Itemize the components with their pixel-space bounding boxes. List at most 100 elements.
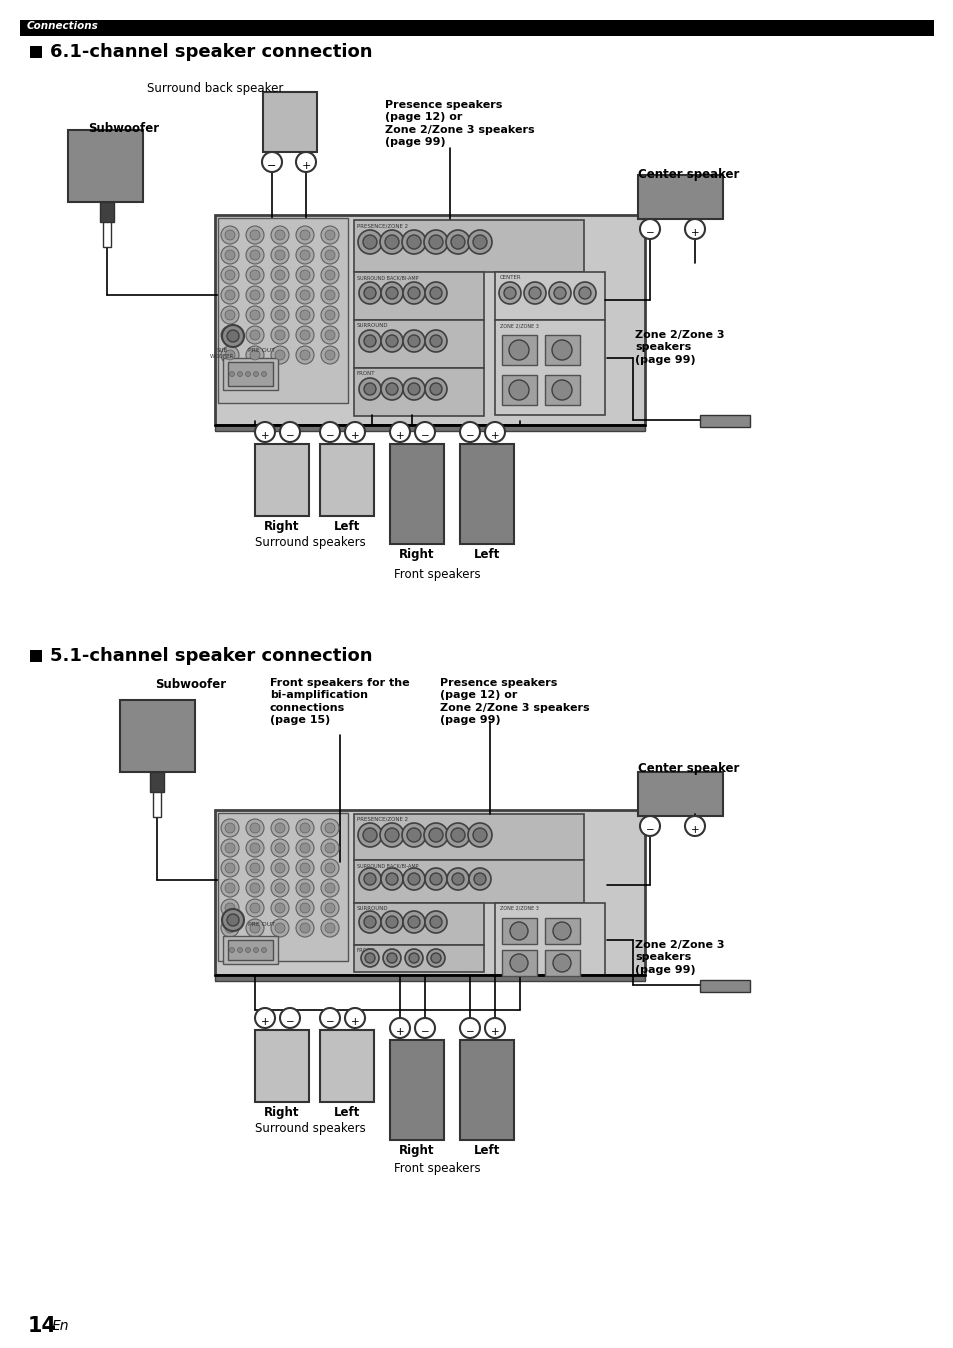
- Bar: [390, 443, 443, 545]
- Circle shape: [280, 1008, 299, 1029]
- Circle shape: [222, 325, 244, 346]
- Bar: [354, 368, 483, 417]
- Bar: [459, 443, 514, 545]
- Circle shape: [299, 842, 310, 853]
- Circle shape: [225, 350, 234, 360]
- Circle shape: [320, 859, 338, 878]
- Circle shape: [295, 266, 314, 284]
- Circle shape: [246, 245, 264, 264]
- Text: −: −: [645, 228, 654, 239]
- Text: Surround speakers: Surround speakers: [254, 537, 365, 549]
- Circle shape: [246, 346, 264, 364]
- Circle shape: [250, 824, 260, 833]
- Circle shape: [274, 231, 285, 240]
- Circle shape: [320, 306, 338, 324]
- Circle shape: [386, 287, 397, 299]
- Circle shape: [225, 863, 234, 874]
- Circle shape: [320, 286, 338, 305]
- Circle shape: [246, 859, 264, 878]
- Circle shape: [225, 842, 234, 853]
- Circle shape: [639, 218, 659, 239]
- Circle shape: [510, 922, 527, 940]
- Circle shape: [225, 231, 234, 240]
- Circle shape: [250, 350, 260, 360]
- Circle shape: [254, 422, 274, 442]
- Text: +: +: [351, 1016, 359, 1027]
- Circle shape: [548, 282, 571, 305]
- Circle shape: [221, 919, 239, 937]
- Text: Center speaker: Center speaker: [638, 168, 739, 181]
- Circle shape: [221, 286, 239, 305]
- Circle shape: [430, 336, 441, 346]
- Circle shape: [320, 326, 338, 344]
- Bar: [214, 810, 644, 975]
- Circle shape: [408, 917, 419, 927]
- Bar: [319, 1030, 374, 1103]
- Circle shape: [274, 863, 285, 874]
- Circle shape: [325, 883, 335, 892]
- Bar: [544, 950, 579, 976]
- Circle shape: [554, 287, 565, 299]
- Circle shape: [503, 287, 516, 299]
- Circle shape: [320, 919, 338, 937]
- Bar: [319, 443, 374, 516]
- Text: CENTER: CENTER: [499, 275, 521, 280]
- Circle shape: [274, 270, 285, 280]
- Text: PRE OUT: PRE OUT: [248, 348, 274, 353]
- Text: ZONE 2/ZONE 3: ZONE 2/ZONE 3: [499, 324, 538, 328]
- Text: SURROUND BACK/BI-AMP: SURROUND BACK/BI-AMP: [356, 275, 418, 280]
- Circle shape: [295, 152, 315, 173]
- Circle shape: [320, 820, 338, 837]
- Bar: [254, 1030, 309, 1103]
- Text: Surround speakers: Surround speakers: [254, 1122, 365, 1135]
- Circle shape: [407, 235, 420, 249]
- Circle shape: [225, 903, 234, 913]
- Circle shape: [429, 235, 442, 249]
- Circle shape: [230, 948, 234, 953]
- Circle shape: [364, 874, 375, 886]
- Circle shape: [358, 868, 380, 890]
- Circle shape: [469, 868, 491, 890]
- Text: +: +: [395, 431, 404, 441]
- Circle shape: [447, 868, 469, 890]
- Circle shape: [430, 287, 441, 299]
- Circle shape: [246, 286, 264, 305]
- Circle shape: [379, 824, 403, 847]
- Circle shape: [407, 828, 420, 842]
- Text: Right: Right: [399, 549, 435, 561]
- Circle shape: [409, 953, 418, 962]
- Circle shape: [221, 326, 239, 344]
- Text: −: −: [645, 825, 654, 834]
- Text: FRONT: FRONT: [356, 948, 375, 953]
- Circle shape: [468, 231, 492, 253]
- Circle shape: [271, 266, 289, 284]
- Circle shape: [253, 948, 258, 953]
- Circle shape: [405, 949, 422, 967]
- Circle shape: [299, 863, 310, 874]
- Circle shape: [250, 290, 260, 301]
- Bar: [354, 860, 583, 903]
- Circle shape: [380, 377, 402, 400]
- Circle shape: [380, 868, 402, 890]
- Circle shape: [271, 899, 289, 917]
- Circle shape: [250, 330, 260, 340]
- Circle shape: [468, 824, 492, 847]
- Text: +: +: [351, 431, 359, 441]
- Bar: [495, 272, 604, 319]
- Bar: [544, 375, 579, 404]
- Circle shape: [446, 824, 470, 847]
- Bar: [501, 918, 537, 944]
- Text: Presence speakers
(page 12) or
Zone 2/Zone 3 speakers
(page 99): Presence speakers (page 12) or Zone 2/Zo…: [385, 100, 534, 147]
- Circle shape: [345, 422, 365, 442]
- Circle shape: [574, 282, 596, 305]
- Text: Left: Left: [334, 1105, 360, 1119]
- Bar: [30, 46, 42, 58]
- Text: +: +: [395, 1027, 404, 1037]
- Circle shape: [225, 824, 234, 833]
- Circle shape: [429, 828, 442, 842]
- Circle shape: [320, 346, 338, 364]
- Circle shape: [408, 874, 419, 886]
- Circle shape: [459, 1018, 479, 1038]
- Circle shape: [529, 287, 540, 299]
- Circle shape: [274, 824, 285, 833]
